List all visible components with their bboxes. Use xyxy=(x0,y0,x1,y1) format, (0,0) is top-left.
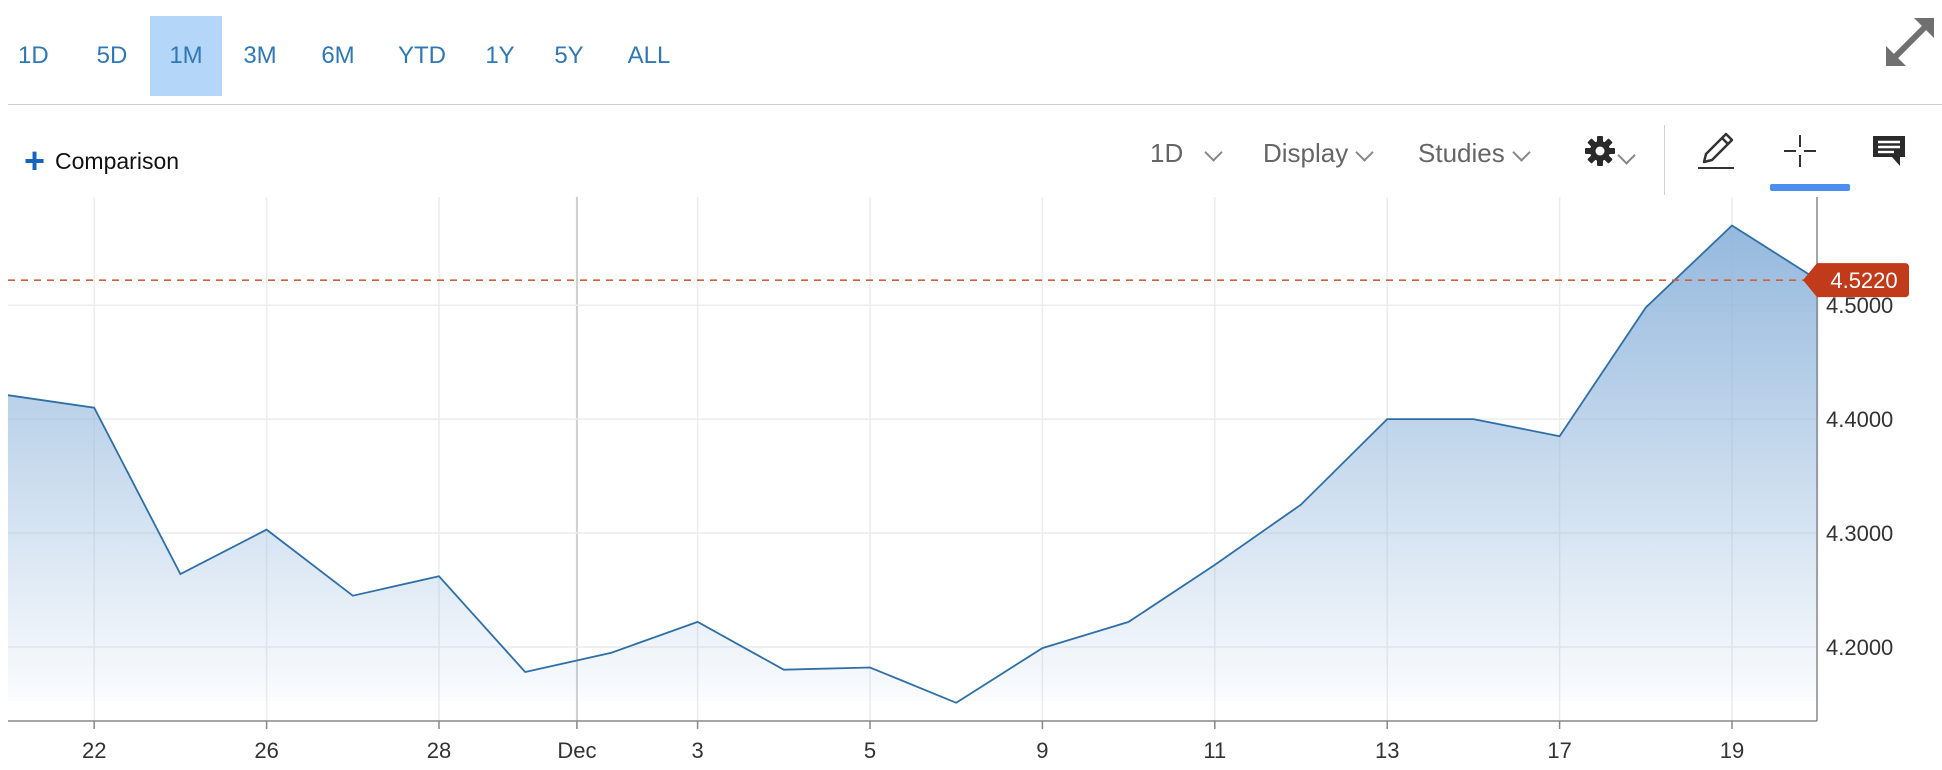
y-tick-label: 4.5000 xyxy=(1826,293,1893,318)
range-1y-button[interactable]: 1Y xyxy=(485,42,515,69)
price-point[interactable] xyxy=(608,650,614,656)
studies-label: Studies xyxy=(1418,137,1505,168)
chart-toolbar: + Comparison 1D Display Studies xyxy=(0,105,1942,197)
toolbar-separator xyxy=(1664,125,1665,195)
price-point[interactable] xyxy=(177,571,183,577)
x-tick-label: 5 xyxy=(864,738,876,763)
display-label: Display xyxy=(1263,137,1349,168)
display-dropdown[interactable]: Display xyxy=(1263,133,1374,173)
range-5y-button[interactable]: 5Y xyxy=(554,42,584,69)
x-tick-label: 19 xyxy=(1720,738,1744,763)
y-tick-label: 4.4000 xyxy=(1826,407,1893,432)
studies-dropdown[interactable]: Studies xyxy=(1418,133,1531,173)
price-point[interactable] xyxy=(1384,416,1390,422)
interval-label: 1D xyxy=(1150,137,1184,168)
comparison-button[interactable]: + Comparison xyxy=(24,143,179,179)
interval-dropdown[interactable]: 1D xyxy=(1150,133,1223,173)
range-all-button[interactable]: ALL xyxy=(627,42,671,69)
range-6m-button[interactable]: 6M xyxy=(321,42,355,69)
current-price-group: 4.5220 xyxy=(8,263,1909,298)
x-tick-label: Dec xyxy=(557,738,596,763)
price-point[interactable] xyxy=(1557,433,1563,439)
x-tick-label: 26 xyxy=(254,738,278,763)
y-tick-label: 4.2000 xyxy=(1826,635,1893,660)
current-price-badge xyxy=(1803,263,1909,298)
price-point[interactable] xyxy=(5,392,11,398)
crosshair-icon[interactable] xyxy=(1782,133,1818,169)
x-tick-label: 3 xyxy=(691,738,703,763)
x-tick-label: 28 xyxy=(427,738,451,763)
price-area-fill xyxy=(8,225,1819,703)
x-tick-label: 11 xyxy=(1203,738,1226,763)
x-axis: 22 26 28 Dec 3 5 9 11 13 17 19 xyxy=(8,720,1817,763)
price-point[interactable] xyxy=(1039,645,1045,651)
current-price-label: 4.5220 xyxy=(1830,268,1897,293)
price-line xyxy=(7,224,1819,704)
price-point[interactable] xyxy=(1643,304,1649,310)
range-3m-button[interactable]: 3M xyxy=(243,42,277,69)
chart-area xyxy=(8,225,1819,703)
x-tick-label: 9 xyxy=(1036,738,1048,763)
price-point[interactable] xyxy=(1470,416,1476,422)
gear-icon xyxy=(1585,136,1615,166)
price-point[interactable] xyxy=(867,664,873,670)
price-point[interactable] xyxy=(1126,619,1132,625)
chart-line-group xyxy=(5,222,1819,706)
range-selector: 1D 5D 1M 3M 6M YTD 1Y 5Y ALL xyxy=(0,0,1942,105)
range-ytd-button[interactable]: YTD xyxy=(398,42,446,69)
price-point[interactable] xyxy=(695,619,701,625)
comparison-label: Comparison xyxy=(55,147,180,174)
price-point[interactable] xyxy=(1212,562,1218,568)
pencil-icon[interactable] xyxy=(1694,128,1738,172)
plus-icon: + xyxy=(24,140,46,181)
price-point[interactable] xyxy=(436,573,442,579)
price-point[interactable] xyxy=(1729,222,1735,228)
expand-arrows-icon[interactable] xyxy=(1882,14,1938,70)
x-tick-label: 22 xyxy=(82,738,106,763)
range-1d-button[interactable]: 1D xyxy=(18,42,49,69)
price-point[interactable] xyxy=(1298,502,1304,508)
settings-dropdown[interactable] xyxy=(1584,131,1636,171)
price-point[interactable] xyxy=(522,669,528,675)
x-tick-label: 17 xyxy=(1547,738,1571,763)
price-point[interactable] xyxy=(350,593,356,599)
price-point[interactable] xyxy=(91,405,97,411)
range-1m-button[interactable]: 1M xyxy=(150,16,222,96)
price-point[interactable] xyxy=(953,700,959,706)
x-tick-label: 13 xyxy=(1375,738,1399,763)
y-tick-label: 4.3000 xyxy=(1826,521,1893,546)
range-divider xyxy=(8,104,1942,105)
price-point[interactable] xyxy=(781,667,787,673)
comment-icon[interactable] xyxy=(1870,133,1908,169)
range-5d-button[interactable]: 5D xyxy=(96,42,128,69)
active-tool-indicator xyxy=(1770,184,1850,191)
price-point[interactable] xyxy=(264,527,270,533)
